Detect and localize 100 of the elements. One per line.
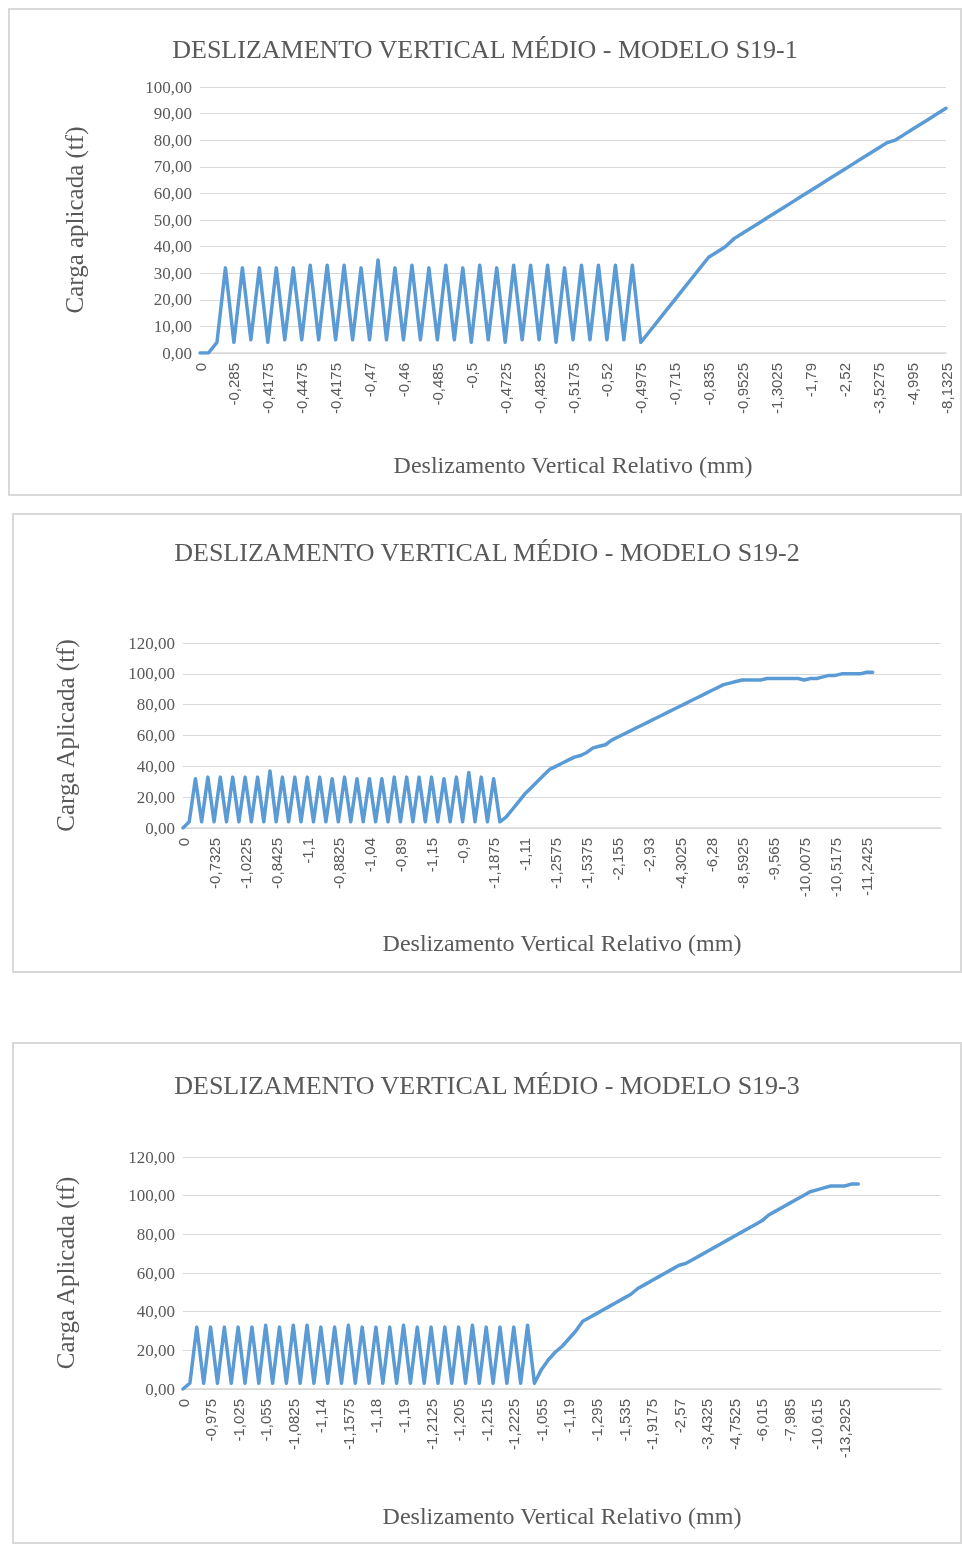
x-tick-label: -0,4475 xyxy=(293,363,311,414)
x-tick-label: -2,57 xyxy=(670,1399,688,1434)
x-tick-label: -1,18 xyxy=(367,1399,385,1434)
x-tick-label: -0,8425 xyxy=(267,838,285,889)
x-tick-label: -0,46 xyxy=(394,363,412,398)
x-axis-title: Deslizamento Vertical Relativo (mm) xyxy=(382,1503,742,1529)
x-tick-label: -0,715 xyxy=(666,363,684,406)
line-series xyxy=(198,106,948,355)
x-tick-label: -2,52 xyxy=(835,363,853,398)
x-tick-label: 0 xyxy=(174,838,192,847)
x-tick-label: -1,19 xyxy=(395,1399,413,1434)
x-tick-label: -1,535 xyxy=(615,1399,633,1442)
x-tick-label: -0,89 xyxy=(391,838,409,873)
chart-title: DESLIZAMENTO VERTICAL MÉDIO - MODELO S19-1 xyxy=(172,34,798,64)
x-tick-label: -0,4175 xyxy=(259,363,277,414)
y-tick-label: 90,00 xyxy=(153,104,192,124)
y-tick-label: 100,00 xyxy=(145,77,192,97)
x-tick-label: -0,9525 xyxy=(734,363,752,414)
x-tick-label: -0,485 xyxy=(428,363,446,406)
x-tick-label: -0,4975 xyxy=(632,363,650,414)
x-tick-label: -1,1 xyxy=(298,838,316,864)
x-tick-label: -1,2575 xyxy=(547,838,565,889)
x-tick-label: -7,985 xyxy=(780,1399,798,1442)
x-tick-label: -8,1325 xyxy=(937,363,955,414)
y-tick-label: 0,00 xyxy=(162,343,192,363)
x-axis-title: Deslizamento Vertical Relativo (mm) xyxy=(393,452,753,478)
x-tick-label: -6,28 xyxy=(702,838,720,873)
x-tick-label: 0 xyxy=(174,1399,192,1408)
x-tick-label: -1,1875 xyxy=(485,838,503,889)
x-tick-label: -4,995 xyxy=(903,363,921,406)
y-tick-label: 40,00 xyxy=(136,756,175,776)
x-tick-label: -0,4175 xyxy=(327,363,345,414)
chart-title: DESLIZAMENTO VERTICAL MÉDIO - MODELO S19-3 xyxy=(174,1070,800,1100)
x-tick-label: -1,055 xyxy=(532,1399,550,1442)
x-tick-label: -1,205 xyxy=(450,1399,468,1442)
x-tick-label: -0,9 xyxy=(454,838,472,864)
y-tick-label: 100,00 xyxy=(128,664,175,684)
y-tick-label: 10,00 xyxy=(153,316,192,336)
x-tick-label: -1,1575 xyxy=(339,1399,357,1450)
y-tick-label: 0,00 xyxy=(145,1379,175,1399)
x-tick-label: -1,5375 xyxy=(578,838,596,889)
x-tick-label: -1,215 xyxy=(477,1399,495,1442)
y-tick-label: 20,00 xyxy=(136,787,175,807)
x-tick-label: -1,04 xyxy=(360,838,378,873)
y-axis-title: Carga aplicada (tf) xyxy=(60,126,89,314)
y-axis-title: Carga Aplicada (tf) xyxy=(51,639,80,832)
x-tick-label: -9,565 xyxy=(764,838,782,881)
x-tick-label: -3,5275 xyxy=(869,363,887,414)
y-tick-label: 50,00 xyxy=(153,210,192,230)
y-tick-label: 20,00 xyxy=(136,1340,175,1360)
y-axis-title: Carga Aplicada (tf) xyxy=(51,1176,80,1370)
y-tick-label: 40,00 xyxy=(136,1302,175,1322)
x-tick-label: -3,4325 xyxy=(698,1399,716,1450)
x-tick-label: -4,7525 xyxy=(725,1399,743,1450)
x-tick-label: -1,79 xyxy=(801,363,819,398)
x-tick-label: -1,025 xyxy=(229,1399,247,1442)
line-series xyxy=(181,670,875,830)
x-tick-label: -0,5175 xyxy=(564,363,582,414)
x-tick-label: -1,0825 xyxy=(284,1399,302,1450)
x-tick-label: -1,11 xyxy=(516,838,534,872)
x-tick-label: -1,14 xyxy=(312,1399,330,1434)
x-tick-label: -0,52 xyxy=(598,363,616,398)
chart-title: DESLIZAMENTO VERTICAL MÉDIO - MODELO S19-2 xyxy=(174,537,800,567)
x-tick-label: -0,975 xyxy=(202,1399,220,1442)
x-tick-label: -2,93 xyxy=(640,838,658,873)
x-tick-label: -10,615 xyxy=(808,1399,826,1450)
x-tick-label: -2,155 xyxy=(609,838,627,881)
line-series xyxy=(181,1182,861,1391)
x-tick-label: 0 xyxy=(191,363,209,372)
y-tick-label: 30,00 xyxy=(153,263,192,283)
x-tick-label: -10,0075 xyxy=(795,838,813,898)
y-tick-label: 60,00 xyxy=(136,1263,175,1283)
y-tick-label: 120,00 xyxy=(128,1147,175,1167)
y-tick-label: 80,00 xyxy=(153,130,192,150)
x-tick-label: -0,8825 xyxy=(329,838,347,889)
x-tick-label: -13,2925 xyxy=(836,1399,854,1459)
x-tick-label: -0,47 xyxy=(361,363,379,398)
y-tick-label: 100,00 xyxy=(128,1186,175,1206)
y-tick-label: 80,00 xyxy=(136,695,175,715)
x-axis-title: Deslizamento Vertical Relativo (mm) xyxy=(382,930,742,956)
y-tick-label: 0,00 xyxy=(145,818,175,838)
y-tick-label: 80,00 xyxy=(136,1224,175,1244)
y-tick-label: 70,00 xyxy=(153,157,192,177)
y-tick-label: 120,00 xyxy=(128,633,175,653)
x-tick-label: -0,835 xyxy=(700,363,718,406)
x-tick-label: -0,285 xyxy=(225,363,243,406)
x-tick-label: -1,055 xyxy=(257,1399,275,1442)
x-tick-label: -1,9175 xyxy=(643,1399,661,1450)
y-tick-label: 60,00 xyxy=(136,726,175,745)
x-tick-label: -0,4825 xyxy=(530,363,548,414)
x-tick-label: -6,015 xyxy=(753,1399,771,1442)
x-tick-label: -1,2125 xyxy=(422,1399,440,1450)
x-tick-label: -0,7325 xyxy=(205,838,223,889)
y-tick-label: 60,00 xyxy=(153,183,192,203)
x-tick-label: -1,19 xyxy=(560,1399,578,1434)
x-tick-label: -0,4725 xyxy=(496,363,514,414)
y-tick-label: 20,00 xyxy=(153,290,192,310)
x-tick-label: -0,5 xyxy=(462,363,480,389)
x-tick-label: -1,3025 xyxy=(767,363,785,414)
x-tick-label: -1,0225 xyxy=(236,838,254,889)
